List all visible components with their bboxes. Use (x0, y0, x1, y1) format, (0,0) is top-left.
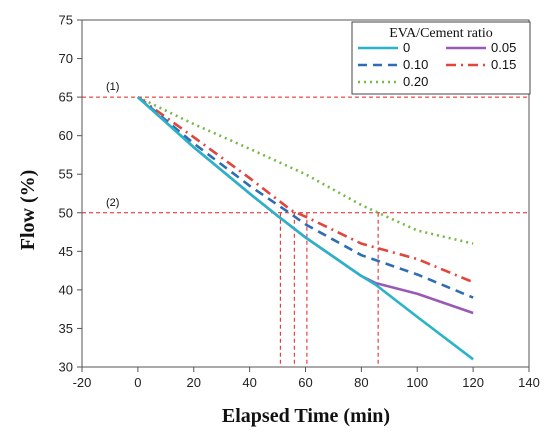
legend-label: 0 (403, 40, 410, 55)
legend-label: 0.20 (403, 74, 428, 89)
x-tick-label: 60 (298, 375, 312, 390)
x-tick-label: 20 (187, 375, 201, 390)
y-tick-label: 40 (59, 282, 73, 297)
y-tick-label: 55 (59, 167, 73, 182)
y-tick-label: 30 (59, 360, 73, 375)
reference-label: (2) (106, 197, 119, 209)
y-tick-label: 75 (59, 13, 73, 28)
x-axis-title: Elapsed Time (min) (222, 405, 390, 427)
x-tick-label: 120 (462, 375, 484, 390)
series-line-0-10 (137, 96, 474, 299)
y-tick-label: 45 (59, 244, 73, 259)
reference-label: (1) (106, 81, 119, 93)
x-tick-label: -20 (73, 375, 92, 390)
y-tick-label: 50 (59, 205, 73, 220)
series-line-0-15 (137, 96, 474, 284)
y-tick-label: 65 (59, 90, 73, 105)
y-axis-title: Flow (%) (17, 170, 39, 251)
x-tick-label: 40 (242, 375, 256, 390)
y-tick-label: 70 (59, 51, 73, 66)
legend: EVA/Cement ratio 0 0.05 0.10 0.15 0.20 (351, 21, 531, 95)
legend-title: EVA/Cement ratio (389, 26, 493, 41)
x-tick-label: 80 (354, 375, 368, 390)
y-tick-label: 35 (59, 321, 73, 336)
legend-label: 0.15 (491, 57, 516, 72)
legend-label: 0.10 (403, 57, 428, 72)
x-tick-label: 0 (134, 375, 141, 390)
x-tick-label: 140 (518, 375, 540, 390)
legend-box (351, 21, 531, 95)
series-line-0-20 (137, 95, 474, 245)
series-line-0-05 (137, 96, 474, 315)
x-tick-label: 100 (406, 375, 428, 390)
y-tick-label: 60 (59, 128, 73, 143)
series-line-0 (137, 96, 474, 361)
legend-label: 0.05 (491, 40, 516, 55)
